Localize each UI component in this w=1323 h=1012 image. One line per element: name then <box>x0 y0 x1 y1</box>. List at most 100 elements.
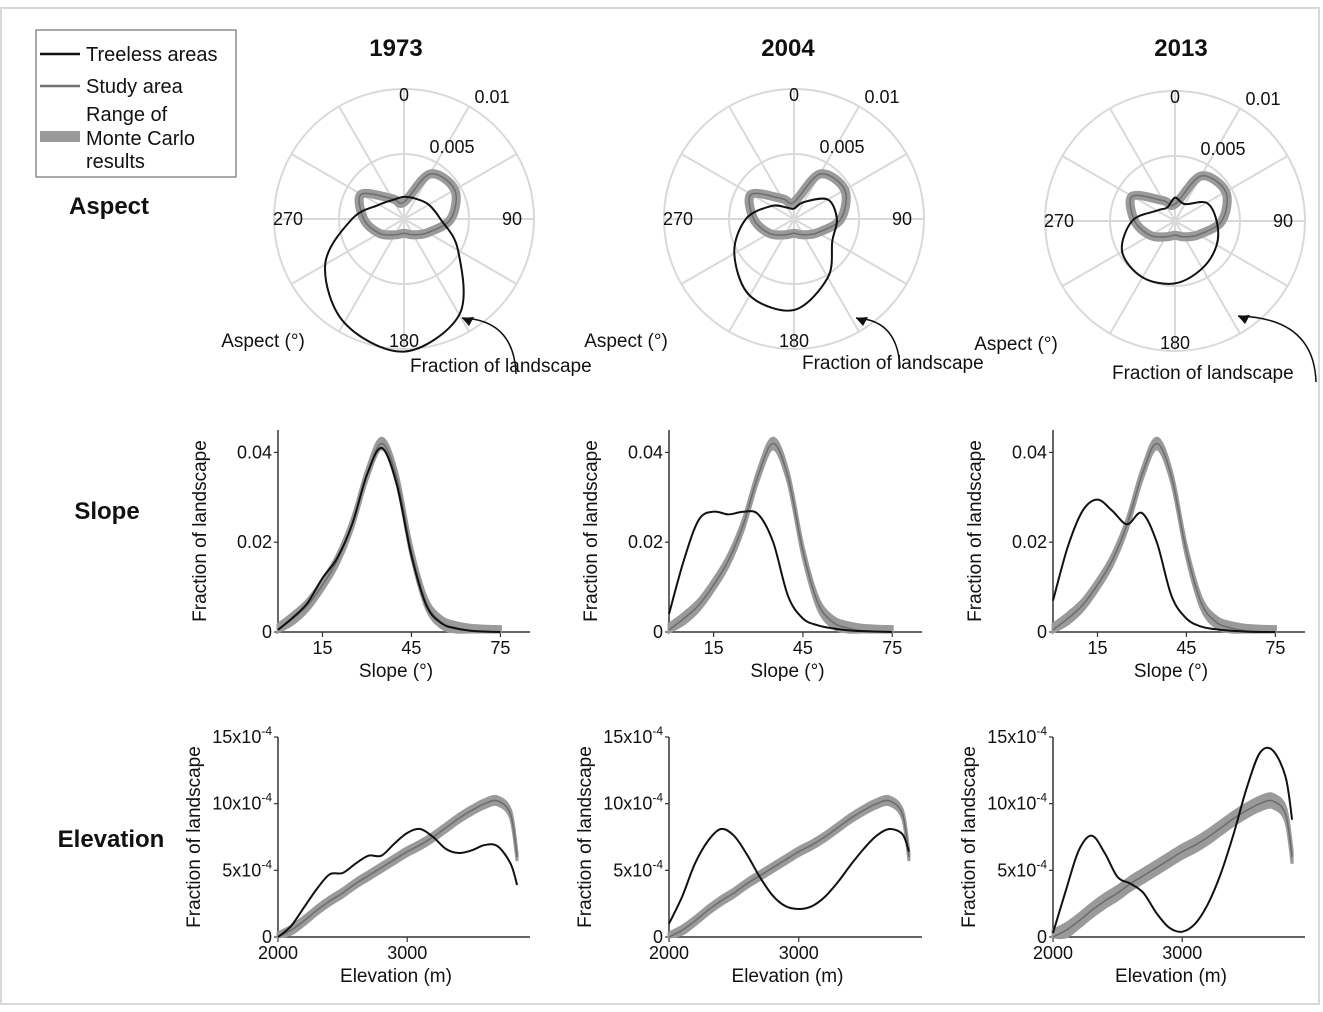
aspect-arrowhead <box>856 317 868 326</box>
aspect-angle-tick-270: 270 <box>273 209 303 229</box>
aspect-grid-spoke <box>403 218 518 285</box>
legend-label-treeless: Treeless areas <box>86 44 218 66</box>
elevation-study-area-line <box>277 799 518 938</box>
slope-y-tick-label: 0.02 <box>1012 532 1047 552</box>
legend-swatch-band <box>40 131 80 142</box>
slope-x-tick-15: 15 <box>312 638 332 658</box>
aspect-grid-spoke <box>680 218 795 285</box>
aspect-panel-2013: 0 90 180 270 0.005 0.01 Aspect (°) Fraction of … <box>974 87 1317 384</box>
elevation-x-label: Elevation (m) <box>340 966 452 987</box>
legend-label-band-2: Monte Carlo <box>86 128 195 150</box>
legend-label-band-3: results <box>86 151 145 173</box>
legend-label-band-1: Range of <box>86 104 168 126</box>
elevation-x-label: Elevation (m) <box>732 966 844 987</box>
aspect-grid-spoke <box>1174 107 1241 222</box>
slope-x-tick-15: 15 <box>1087 638 1107 658</box>
aspect-angle-tick-90: 90 <box>502 209 522 229</box>
slope-x-label: Slope (°) <box>359 661 433 682</box>
elevation-y-tick-label: 15x10-4 <box>987 724 1047 747</box>
slope-montecarlo-band <box>667 436 894 635</box>
elevation-y-tick-label: 5x10-4 <box>997 857 1047 880</box>
row-label-aspect: Aspect <box>69 193 149 220</box>
aspect-angle-tick-180: 180 <box>779 331 809 351</box>
aspect-grid-spoke <box>1174 155 1289 222</box>
slope-montecarlo-band <box>276 436 502 635</box>
row-label-elevation: Elevation <box>58 826 165 853</box>
aspect-grid-spoke <box>793 218 908 285</box>
elevation-y-tick-label: 0 <box>1037 927 1047 947</box>
aspect-grid-spoke <box>1061 155 1176 222</box>
aspect-angle-tick-90: 90 <box>892 209 912 229</box>
aspect-angle-label: Aspect (°) <box>584 331 668 352</box>
slope-study-area-line <box>668 442 893 633</box>
aspect-treeless-line <box>1120 196 1220 285</box>
elevation-x-tick-3000: 3000 <box>387 943 427 963</box>
elevation-y-tick-label: 10x10-4 <box>603 791 663 814</box>
slope-y-tick-label: 0 <box>262 622 272 642</box>
slope-y-label: Fraction of landscape <box>581 440 602 622</box>
slope-y-tick-label: 0.02 <box>628 532 663 552</box>
aspect-radius-label: Fraction of landscape <box>802 353 984 374</box>
year-title-1973: 1973 <box>369 35 422 62</box>
aspect-angle-tick-90: 90 <box>1273 211 1293 231</box>
aspect-arrowhead <box>1238 315 1250 324</box>
row-label-slope: Slope <box>74 498 139 525</box>
elevation-y-tick-label: 15x10-4 <box>212 724 272 747</box>
slope-x-tick-75: 75 <box>1265 638 1285 658</box>
slope-treeless-line <box>668 510 893 633</box>
slope-y-tick-label: 0.04 <box>237 442 272 462</box>
slope-x-tick-45: 45 <box>401 638 421 658</box>
elevation-treeless-line <box>277 827 519 938</box>
year-title-2013: 2013 <box>1154 35 1207 62</box>
aspect-angle-tick-0: 0 <box>399 85 409 105</box>
aspect-arrow <box>1237 315 1317 383</box>
aspect-panel-2004: 0 90 180 270 0.005 0.01 Aspect (°) Fraction of … <box>584 85 983 374</box>
aspect-grid-spoke <box>680 153 795 220</box>
elevation-treeless-line <box>1052 746 1294 934</box>
aspect-grid-spoke <box>793 153 908 220</box>
aspect-radius-label: Fraction of landscape <box>1112 363 1294 384</box>
aspect-radial-tick-0.01: 0.01 <box>474 87 509 107</box>
elevation-study-area-line <box>1052 799 1293 938</box>
slope-panel-1973: 15 45 75 0 0.02 0.04 Slope (°) Fraction of land… <box>190 430 530 682</box>
elevation-panel-2004: 2000 3000 0 5x10-4 10x10-4 15x10-4 Elevation (… <box>575 724 922 987</box>
aspect-radial-tick-0.005: 0.005 <box>1200 139 1245 159</box>
elevation-y-tick-label: 5x10-4 <box>613 857 663 880</box>
elevation-y-tick-label: 10x10-4 <box>987 791 1047 814</box>
aspect-angle-tick-270: 270 <box>663 209 693 229</box>
legend-label-study: Study area <box>86 76 184 98</box>
slope-y-tick-label: 0.04 <box>1012 442 1047 462</box>
aspect-radial-tick-0.005: 0.005 <box>429 137 474 157</box>
slope-y-tick-label: 0 <box>653 622 663 642</box>
aspect-angle-tick-270: 270 <box>1044 211 1074 231</box>
elevation-montecarlo-band <box>276 794 519 939</box>
slope-x-tick-75: 75 <box>490 638 510 658</box>
elevation-y-tick-label: 15x10-4 <box>603 724 663 747</box>
aspect-angle-tick-0: 0 <box>1170 87 1180 107</box>
slope-x-tick-15: 15 <box>704 638 724 658</box>
elevation-montecarlo-band <box>1051 792 1294 940</box>
aspect-study-area-line <box>748 173 847 236</box>
aspect-study-area-line <box>358 173 457 236</box>
aspect-grid-spoke <box>1061 220 1176 287</box>
elevation-y-tick-label: 0 <box>653 927 663 947</box>
aspect-angle-tick-180: 180 <box>1160 333 1190 353</box>
aspect-angle-label: Aspect (°) <box>221 331 305 352</box>
elevation-y-label: Fraction of landscape <box>959 746 980 928</box>
aspect-angle-tick-180: 180 <box>389 331 419 351</box>
aspect-radius-label: Fraction of landscape <box>410 356 592 377</box>
elevation-x-label: Elevation (m) <box>1115 966 1227 987</box>
aspect-treeless-line <box>324 195 465 353</box>
slope-montecarlo-band <box>1051 436 1277 635</box>
aspect-treeless-line <box>733 197 838 312</box>
elevation-study-area-line <box>668 799 910 938</box>
slope-panel-2004: 15 45 75 0 0.02 0.04 Slope (°) Fraction of land… <box>581 430 922 682</box>
slope-y-label: Fraction of landscape <box>190 440 211 622</box>
slope-x-tick-45: 45 <box>793 638 813 658</box>
elevation-treeless-line <box>668 827 910 925</box>
slope-y-tick-label: 0 <box>1037 622 1047 642</box>
slope-study-area-line <box>1052 442 1276 633</box>
slope-x-tick-75: 75 <box>882 638 902 658</box>
slope-x-label: Slope (°) <box>1134 661 1208 682</box>
